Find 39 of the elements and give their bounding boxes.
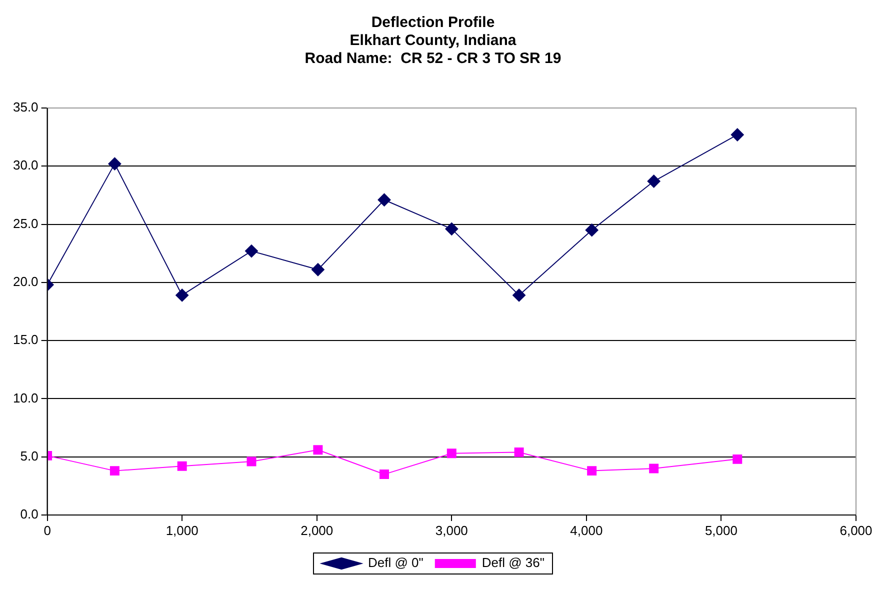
y-tick-label: 15.0 (12, 332, 38, 348)
x-tick-label: 4,000 (570, 523, 603, 538)
point (585, 224, 598, 237)
x-tick-label: 6,000 (840, 523, 872, 538)
y-tick-label: 25.0 (12, 216, 38, 231)
y-tick-label: 35.0 (12, 100, 38, 115)
point (378, 193, 391, 206)
x-tick-label: 2,000 (300, 523, 334, 538)
point (446, 448, 456, 458)
point (313, 445, 323, 455)
legend-label: Defl @ 36" (482, 555, 545, 570)
point (647, 174, 660, 188)
point (245, 244, 258, 258)
y-tick-label: 5.0 (20, 448, 38, 464)
chart-subtitle: Elkhart County, Indiana Road Name: CR 52 - CR 3 TO SR 19 (304, 32, 562, 68)
x-tick-label: 5,000 (704, 523, 738, 538)
x-tick-label: 3,000 (435, 523, 468, 538)
legend-label: Defl @ 0" (368, 555, 424, 570)
y-tick-label: 0.0 (20, 506, 38, 522)
point (311, 263, 324, 276)
x-tick-label: 0 (44, 523, 51, 538)
point (380, 470, 389, 480)
point (110, 466, 120, 476)
y-tick-label: 20.0 (12, 274, 38, 290)
point (445, 222, 458, 236)
point (512, 288, 526, 302)
point (732, 454, 742, 464)
point (246, 456, 256, 466)
chart-title: Deflection Profile (371, 14, 495, 32)
point (514, 447, 524, 457)
y-tick-label: 30.0 (12, 158, 38, 173)
point (730, 128, 744, 142)
point (177, 461, 187, 471)
x-tick-label: 1,000 (166, 523, 198, 538)
point (649, 464, 659, 474)
point (176, 288, 189, 302)
y-tick-label: 10.0 (12, 390, 38, 406)
point (108, 157, 122, 170)
point (587, 466, 597, 476)
